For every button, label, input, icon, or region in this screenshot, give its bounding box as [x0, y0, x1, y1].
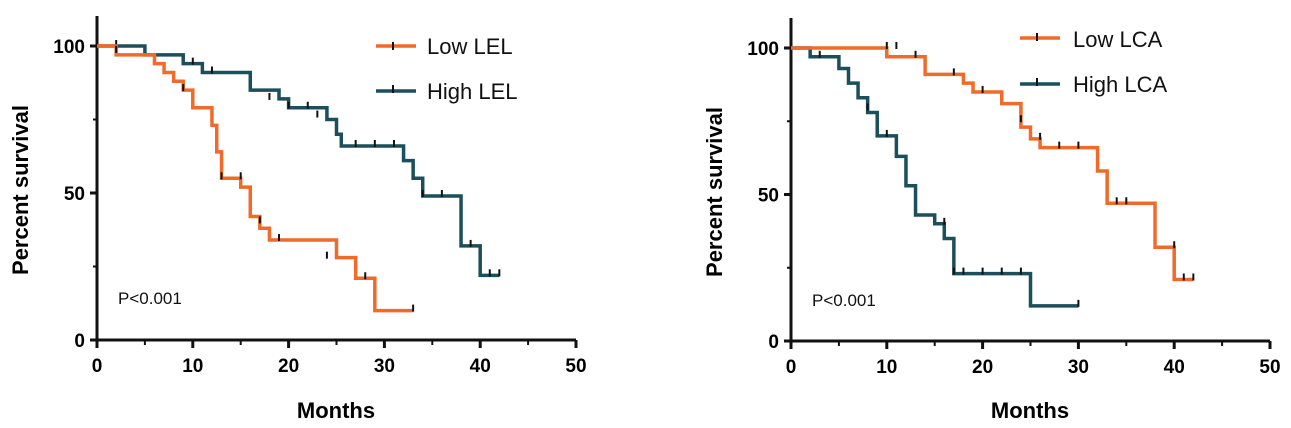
y-tick-label: 50	[64, 184, 85, 205]
y-axis-title: Percent survival	[8, 105, 33, 275]
legend-item-high-lca: High LCA	[1020, 72, 1167, 97]
x-tick-label: 10	[876, 357, 897, 378]
y-axis-title: Percent survival	[702, 107, 727, 277]
x-tick-label: 0	[92, 356, 103, 377]
y-tick-label: 0	[768, 332, 779, 353]
x-tick-label: 50	[1259, 357, 1280, 378]
legend: Low LEL High LEL	[376, 34, 518, 104]
legend: Low LCA High LCA	[1020, 27, 1167, 97]
y-tick-label: 0	[74, 331, 85, 352]
x-tick-label: 10	[182, 356, 203, 377]
legend-label-low-lca: Low LCA	[1073, 27, 1163, 52]
legend-label-high-lel: High LEL	[427, 79, 518, 104]
x-tick-label: 30	[374, 356, 395, 377]
x-tick-label: 20	[278, 356, 299, 377]
y-tick-label: 100	[53, 37, 85, 58]
x-tick-label: 0	[786, 357, 797, 378]
chart-low-high-lel: Percent survival Months P<0.001 Low LEL …	[8, 16, 587, 423]
legend-item-high-lel: High LEL	[376, 79, 518, 104]
x-tick-label: 20	[972, 357, 993, 378]
legend-label-high-lca: High LCA	[1073, 72, 1167, 97]
p-value-annotation: P<0.001	[812, 291, 876, 310]
legend-item-low-lel: Low LEL	[376, 34, 513, 59]
series-line-low-lca	[791, 46, 1194, 282]
x-tick-label: 40	[470, 356, 491, 377]
x-tick-label: 40	[1164, 357, 1185, 378]
x-axis-title: Months	[297, 398, 375, 423]
series-line-high-lca	[791, 46, 1079, 308]
legend-label-low-lel: Low LEL	[427, 34, 513, 59]
x-tick-label: 30	[1068, 357, 1089, 378]
y-tick-label: 100	[747, 39, 779, 60]
x-tick-label: 50	[565, 356, 586, 377]
legend-item-low-lca: Low LCA	[1020, 27, 1163, 52]
p-value-annotation: P<0.001	[118, 289, 182, 308]
plot-area: 0 50 100 0 10 20 30 40 50	[747, 18, 1281, 378]
y-tick-label: 50	[758, 186, 779, 207]
series-line-low-lel	[97, 44, 414, 313]
x-axis-title: Months	[991, 398, 1069, 423]
plot-area: 0 50 100 0 10 20 30 40 50	[53, 16, 587, 377]
chart-low-high-lca: Percent survival Months P<0.001 Low LCA …	[702, 18, 1281, 423]
